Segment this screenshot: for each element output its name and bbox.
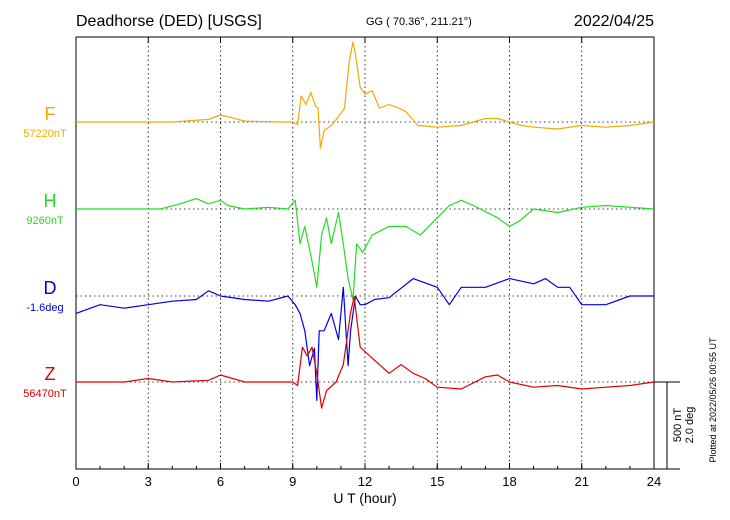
x-axis: 0 3 6 9 12 15 18 21 24 bbox=[72, 37, 661, 489]
series-line-h bbox=[76, 198, 655, 301]
series-line-z bbox=[76, 296, 655, 409]
x-tick-label: 18 bbox=[502, 474, 516, 489]
x-tick-label: 12 bbox=[358, 474, 372, 489]
station-coordinates: GG ( 70.36°, 211.21°) bbox=[366, 16, 472, 28]
scale-bar: 500 nT 2.0 deg bbox=[654, 381, 696, 470]
x-tick-label: 15 bbox=[430, 474, 444, 489]
series-name-d: D bbox=[44, 278, 57, 298]
series-name-z: Z bbox=[45, 364, 56, 384]
series-baseline-label-h: 9260nT bbox=[26, 215, 64, 227]
series-line-f bbox=[76, 41, 655, 149]
x-tick-label: 0 bbox=[72, 474, 79, 489]
x-tick-label: 24 bbox=[647, 474, 661, 489]
plot-date: 2022/04/25 bbox=[574, 13, 654, 30]
series-baseline-label-d: -1.6deg bbox=[26, 302, 63, 314]
x-axis-label: U T (hour) bbox=[333, 490, 396, 506]
series-baseline-label-z: 56470nT bbox=[23, 388, 67, 400]
scale-bar-nt: 500 nT bbox=[672, 408, 684, 443]
x-tick-label: 9 bbox=[289, 474, 296, 489]
x-tick-label: 6 bbox=[217, 474, 224, 489]
x-tick-label: 21 bbox=[575, 474, 589, 489]
grid bbox=[76, 37, 654, 469]
plotted-timestamp: Plotted at 2022/05/26 00:55 UT bbox=[708, 337, 718, 463]
station-title: Deadhorse (DED) [USGS] bbox=[76, 13, 262, 30]
scale-bar-deg: 2.0 deg bbox=[684, 407, 696, 444]
x-tick-label: 3 bbox=[145, 474, 152, 489]
series-name-h: H bbox=[44, 191, 57, 211]
series-group: F 57220nT H 9260nT D -1.6deg Z 56470nT bbox=[23, 41, 655, 409]
series-line-d bbox=[75, 278, 654, 401]
series-name-f: F bbox=[45, 104, 56, 124]
series-baseline-label-f: 57220nT bbox=[23, 128, 67, 140]
